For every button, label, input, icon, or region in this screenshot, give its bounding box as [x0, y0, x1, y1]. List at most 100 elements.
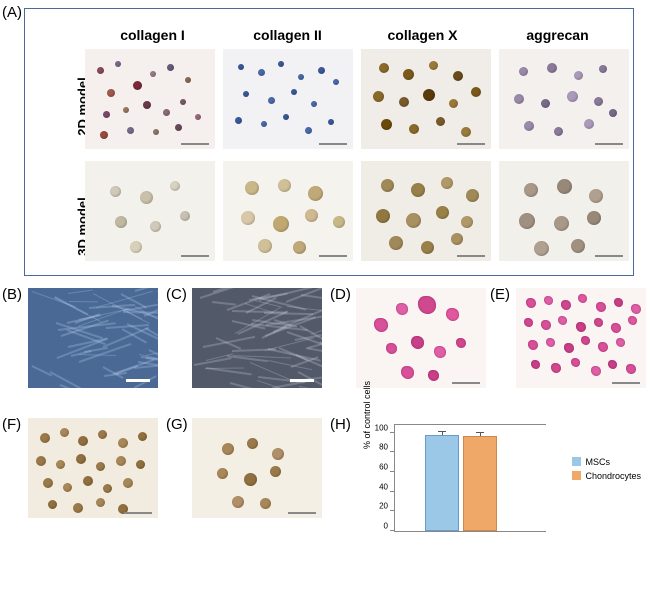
- stained-cell: [626, 364, 636, 374]
- stained-cell: [596, 302, 606, 312]
- cell-dot: [103, 111, 110, 118]
- chart-legend: MSCs Chondrocytes: [572, 457, 641, 485]
- stained-cell: [123, 478, 133, 488]
- cell-dot: [273, 216, 289, 232]
- cell-dot: [571, 239, 585, 253]
- cell-dot: [514, 94, 524, 104]
- stained-cell: [594, 318, 603, 327]
- panel-b-label: (B): [2, 286, 22, 303]
- micrograph-b: [28, 288, 158, 388]
- error-bar: [442, 432, 443, 435]
- y-tick-label: 0: [384, 522, 395, 531]
- legend-item: MSCs: [572, 457, 641, 467]
- cell-dot: [541, 99, 550, 108]
- cell-dot: [133, 81, 142, 90]
- stained-cell: [103, 484, 112, 493]
- scale-bar: [595, 143, 623, 145]
- cell-dot: [421, 241, 434, 254]
- cell-dot: [278, 179, 291, 192]
- cell-dot: [589, 189, 603, 203]
- cell-dot: [524, 183, 538, 197]
- y-axis-label: % of control cells: [362, 381, 372, 449]
- cell-dot: [100, 131, 108, 139]
- col-header-collagen-2: collagen II: [223, 27, 353, 43]
- cell-dot: [238, 64, 244, 70]
- cell-dot: [140, 191, 153, 204]
- micrograph-3d-collagen1: [85, 161, 215, 261]
- panel-d-label: (D): [330, 286, 351, 303]
- cell-dot: [195, 114, 201, 120]
- stained-cell: [628, 316, 637, 325]
- cell-dot: [235, 117, 242, 124]
- cell-dot: [291, 89, 297, 95]
- bar-mscs: [425, 435, 459, 531]
- cell-dot: [441, 177, 453, 189]
- micrograph-2d-aggrecan: [499, 49, 629, 149]
- stained-cell: [576, 322, 586, 332]
- col-header-aggrecan: aggrecan: [493, 27, 623, 43]
- stained-cell: [608, 360, 617, 369]
- stained-cell: [270, 466, 281, 477]
- cell-dot: [403, 69, 414, 80]
- stained-cell: [446, 308, 459, 321]
- column-headers: collagen I collagen II collagen X aggrec…: [85, 27, 625, 43]
- fiber-stroke: [299, 386, 322, 388]
- scale-bar: [290, 379, 314, 382]
- cell-dot: [150, 71, 156, 77]
- legend-item: Chondrocytes: [572, 471, 641, 481]
- fiber-stroke: [32, 365, 52, 376]
- cell-dot: [293, 241, 306, 254]
- cell-dot: [305, 209, 318, 222]
- stained-cell: [260, 498, 271, 509]
- stained-cell: [614, 298, 623, 307]
- panel-f-label: (F): [2, 416, 21, 433]
- fiber-stroke: [301, 294, 322, 300]
- micrograph-c: [192, 288, 322, 388]
- cell-dot: [557, 179, 572, 194]
- stained-cell: [581, 336, 590, 345]
- stained-cell: [396, 303, 408, 315]
- fiber-stroke: [264, 312, 313, 316]
- y-tick-label: 80: [379, 443, 395, 452]
- stained-cell: [232, 496, 244, 508]
- stained-cell: [136, 460, 145, 469]
- cell-dot: [115, 216, 127, 228]
- error-cap: [438, 431, 446, 432]
- cell-dot: [175, 124, 182, 131]
- scale-bar: [452, 382, 480, 384]
- cell-dot: [524, 121, 534, 131]
- stained-cell: [531, 360, 540, 369]
- y-tick-label: 20: [379, 502, 395, 511]
- panel-a-label: (A): [2, 4, 22, 21]
- stained-cell: [386, 343, 397, 354]
- stained-cell: [83, 476, 93, 486]
- y-tick-label: 60: [379, 463, 395, 472]
- cell-dot: [587, 211, 601, 225]
- cell-dot: [554, 216, 569, 231]
- stained-cell: [616, 338, 625, 347]
- cell-dot: [436, 117, 445, 126]
- cell-dot: [298, 74, 304, 80]
- scale-bar: [612, 382, 640, 384]
- cell-dot: [594, 97, 603, 106]
- micrograph-2d-collagen2: [223, 49, 353, 149]
- cell-dot: [399, 97, 409, 107]
- cell-dot: [311, 101, 317, 107]
- y-tick-label: 40: [379, 482, 395, 491]
- error-cap: [476, 432, 484, 433]
- stained-cell: [524, 318, 533, 327]
- scale-bar: [288, 512, 316, 514]
- cell-dot: [283, 114, 289, 120]
- fiber-stroke: [157, 372, 158, 387]
- scale-bar: [126, 379, 150, 382]
- stained-cell: [434, 346, 446, 358]
- cell-dot: [278, 61, 284, 67]
- scale-bar: [457, 255, 485, 257]
- cell-dot: [258, 69, 265, 76]
- stained-cell: [571, 358, 580, 367]
- stained-cell: [244, 473, 257, 486]
- stained-cell: [272, 448, 284, 460]
- cell-dot: [261, 121, 267, 127]
- stained-cell: [591, 366, 601, 376]
- micrograph-3d-collagen2: [223, 161, 353, 261]
